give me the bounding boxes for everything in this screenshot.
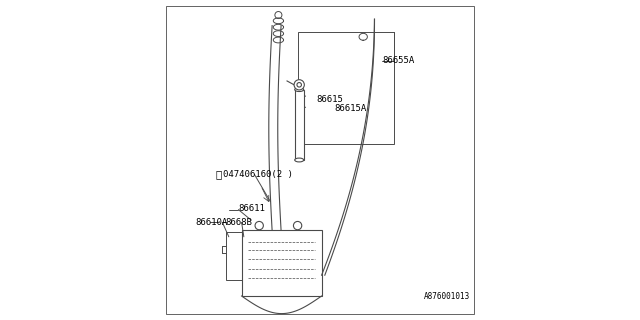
Ellipse shape [294, 158, 304, 162]
Text: 86615A: 86615A [334, 104, 367, 113]
Text: 8668B: 8668B [226, 218, 252, 227]
Text: 86655A: 86655A [383, 56, 415, 65]
Circle shape [293, 221, 302, 230]
Ellipse shape [294, 88, 304, 92]
Circle shape [255, 221, 264, 230]
Circle shape [294, 80, 305, 90]
Circle shape [275, 12, 282, 19]
Text: 86615: 86615 [317, 95, 344, 104]
Circle shape [297, 83, 301, 87]
Text: 047406160(2 ): 047406160(2 ) [223, 170, 293, 179]
Text: Ⓢ: Ⓢ [216, 169, 221, 180]
Bar [242, 230, 322, 296]
Text: 86610A: 86610A [195, 218, 227, 227]
Text: A876001013: A876001013 [424, 292, 470, 301]
Bar [298, 32, 394, 144]
Bar [295, 90, 304, 160]
Text: 86611: 86611 [239, 204, 265, 213]
Bar [226, 232, 243, 280]
